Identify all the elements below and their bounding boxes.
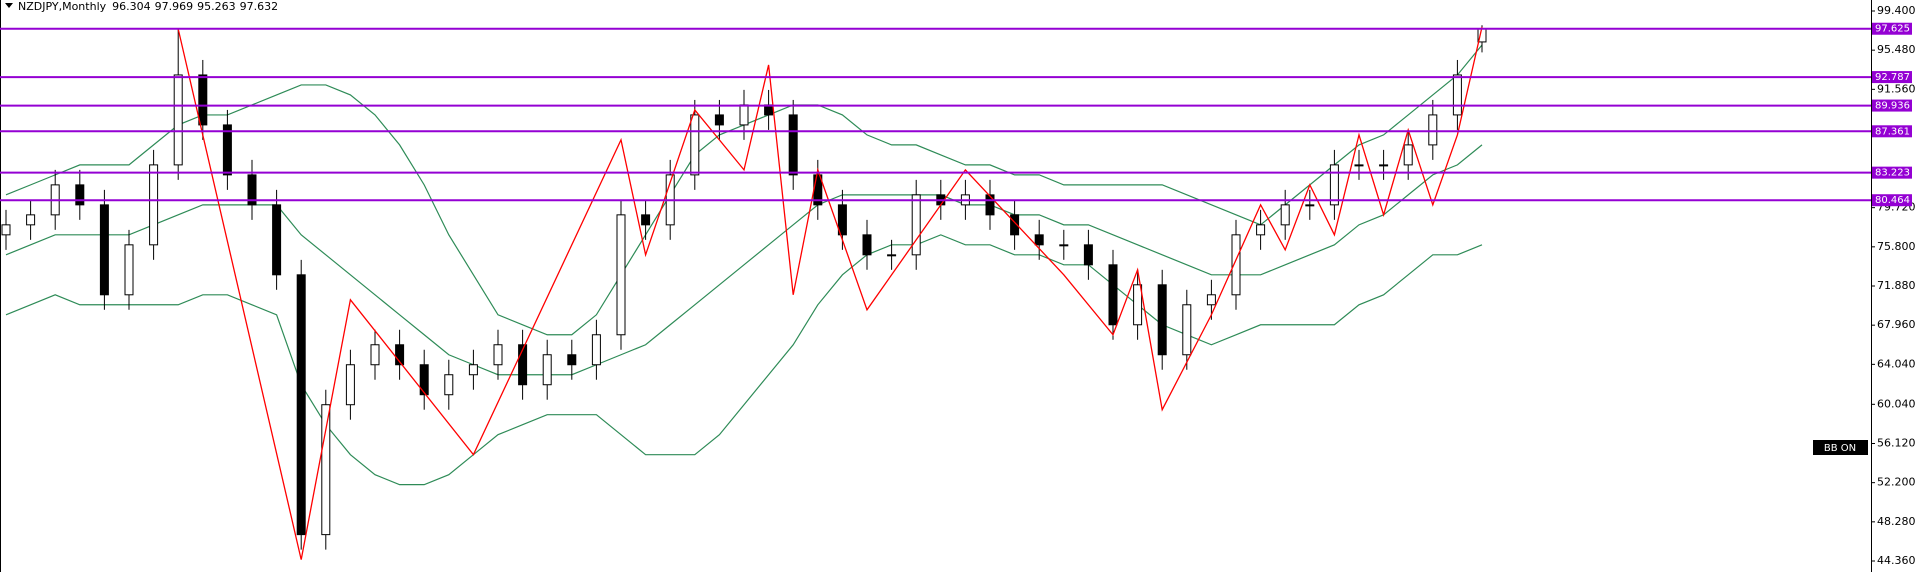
candle-body bbox=[1379, 164, 1389, 167]
candle-body bbox=[198, 74, 208, 126]
level-tag bbox=[1872, 166, 1912, 179]
candle-body bbox=[321, 404, 331, 536]
candle-body bbox=[272, 204, 282, 276]
candle-body bbox=[690, 114, 700, 176]
candle-body bbox=[567, 354, 577, 366]
candle-body bbox=[493, 344, 503, 366]
ohlc-low: 95.263 bbox=[197, 0, 236, 13]
y-tick-label: 56.120 bbox=[1877, 436, 1916, 449]
level-label: 97.625 bbox=[1875, 24, 1910, 35]
candle-body bbox=[468, 364, 478, 376]
menu-triangle[interactable] bbox=[5, 3, 13, 8]
candle-body bbox=[1280, 204, 1290, 226]
y-tick-label: 95.480 bbox=[1877, 43, 1916, 56]
y-tick-label: 48.280 bbox=[1877, 515, 1916, 528]
candle-body bbox=[542, 354, 552, 386]
level-label: 89.936 bbox=[1875, 101, 1910, 112]
y-tick-label: 60.040 bbox=[1877, 397, 1916, 410]
candle-body bbox=[714, 114, 724, 126]
level-tag bbox=[1872, 194, 1912, 207]
candle-body bbox=[370, 344, 380, 366]
y-tick-label: 99.400 bbox=[1877, 4, 1916, 17]
indicator-box bbox=[1813, 440, 1868, 455]
candle-body bbox=[296, 274, 306, 536]
candle-body bbox=[985, 194, 995, 216]
candle-body bbox=[1157, 284, 1167, 356]
candle-body bbox=[1231, 234, 1241, 296]
candle-body bbox=[345, 364, 355, 406]
y-tick-label: 91.560 bbox=[1877, 82, 1916, 95]
candle-body bbox=[1403, 144, 1413, 166]
level-label: 80.464 bbox=[1875, 195, 1910, 206]
candle-body bbox=[739, 104, 749, 126]
candle-body bbox=[911, 194, 921, 256]
candle-body bbox=[1010, 214, 1020, 236]
chart-header: NZDJPY,Monthly 96.304 97.969 95.263 97.632 bbox=[18, 0, 278, 13]
chart-title: NZDJPY,Monthly bbox=[18, 0, 107, 13]
level-tag bbox=[1872, 22, 1912, 35]
candle-body bbox=[75, 184, 85, 206]
candle-body bbox=[1329, 164, 1339, 206]
level-label: 83.223 bbox=[1875, 168, 1910, 179]
candle-body bbox=[1059, 244, 1069, 247]
y-tick-label: 67.960 bbox=[1877, 318, 1916, 331]
candle-body bbox=[26, 214, 36, 226]
bollinger-lower bbox=[5, 234, 1483, 486]
level-label: 92.787 bbox=[1875, 72, 1910, 83]
candle-body bbox=[149, 164, 159, 246]
candle-body bbox=[518, 344, 528, 386]
candle-body bbox=[1428, 114, 1438, 146]
candle-body bbox=[444, 374, 454, 396]
candle-body bbox=[1083, 244, 1093, 266]
y-tick-label: 71.880 bbox=[1877, 279, 1916, 292]
y-tick-label: 64.040 bbox=[1877, 357, 1916, 370]
candle-body bbox=[173, 74, 183, 166]
candle-body bbox=[1108, 264, 1118, 326]
candle-body bbox=[641, 214, 651, 226]
candle-body bbox=[1305, 204, 1315, 207]
candle-body bbox=[1133, 284, 1143, 326]
candle-body bbox=[1182, 304, 1192, 356]
level-tag bbox=[1872, 125, 1912, 138]
candle-body bbox=[395, 344, 405, 366]
level-tag bbox=[1872, 71, 1912, 84]
candle-body bbox=[837, 204, 847, 236]
candle-body bbox=[419, 364, 429, 396]
zigzag bbox=[177, 26, 1483, 560]
candle-body bbox=[788, 114, 798, 176]
indicator-label: BB ON bbox=[1824, 443, 1856, 454]
candle-body bbox=[1, 224, 11, 236]
candle-body bbox=[99, 204, 109, 296]
candle-body bbox=[591, 334, 601, 366]
ohlc-high: 97.969 bbox=[155, 0, 194, 13]
candle-body bbox=[124, 244, 134, 296]
candle-body bbox=[222, 124, 232, 176]
level-label: 87.361 bbox=[1875, 126, 1910, 137]
candle-body bbox=[1452, 74, 1462, 116]
ohlc-open: 96.304 bbox=[112, 0, 151, 13]
candle-body bbox=[616, 214, 626, 336]
candle-body bbox=[862, 234, 872, 256]
candle-body bbox=[1256, 224, 1266, 236]
ohlc-close: 97.632 bbox=[240, 0, 279, 13]
y-tick-label: 75.800 bbox=[1877, 240, 1916, 253]
candle-body bbox=[1034, 234, 1044, 246]
candle-body bbox=[247, 174, 257, 206]
y-tick-label: 52.200 bbox=[1877, 476, 1916, 489]
candle-body bbox=[1206, 294, 1216, 306]
candle-body bbox=[887, 254, 897, 257]
level-tag bbox=[1872, 99, 1912, 112]
y-tick-label: 44.360 bbox=[1877, 554, 1916, 567]
candle-body bbox=[1354, 164, 1364, 167]
